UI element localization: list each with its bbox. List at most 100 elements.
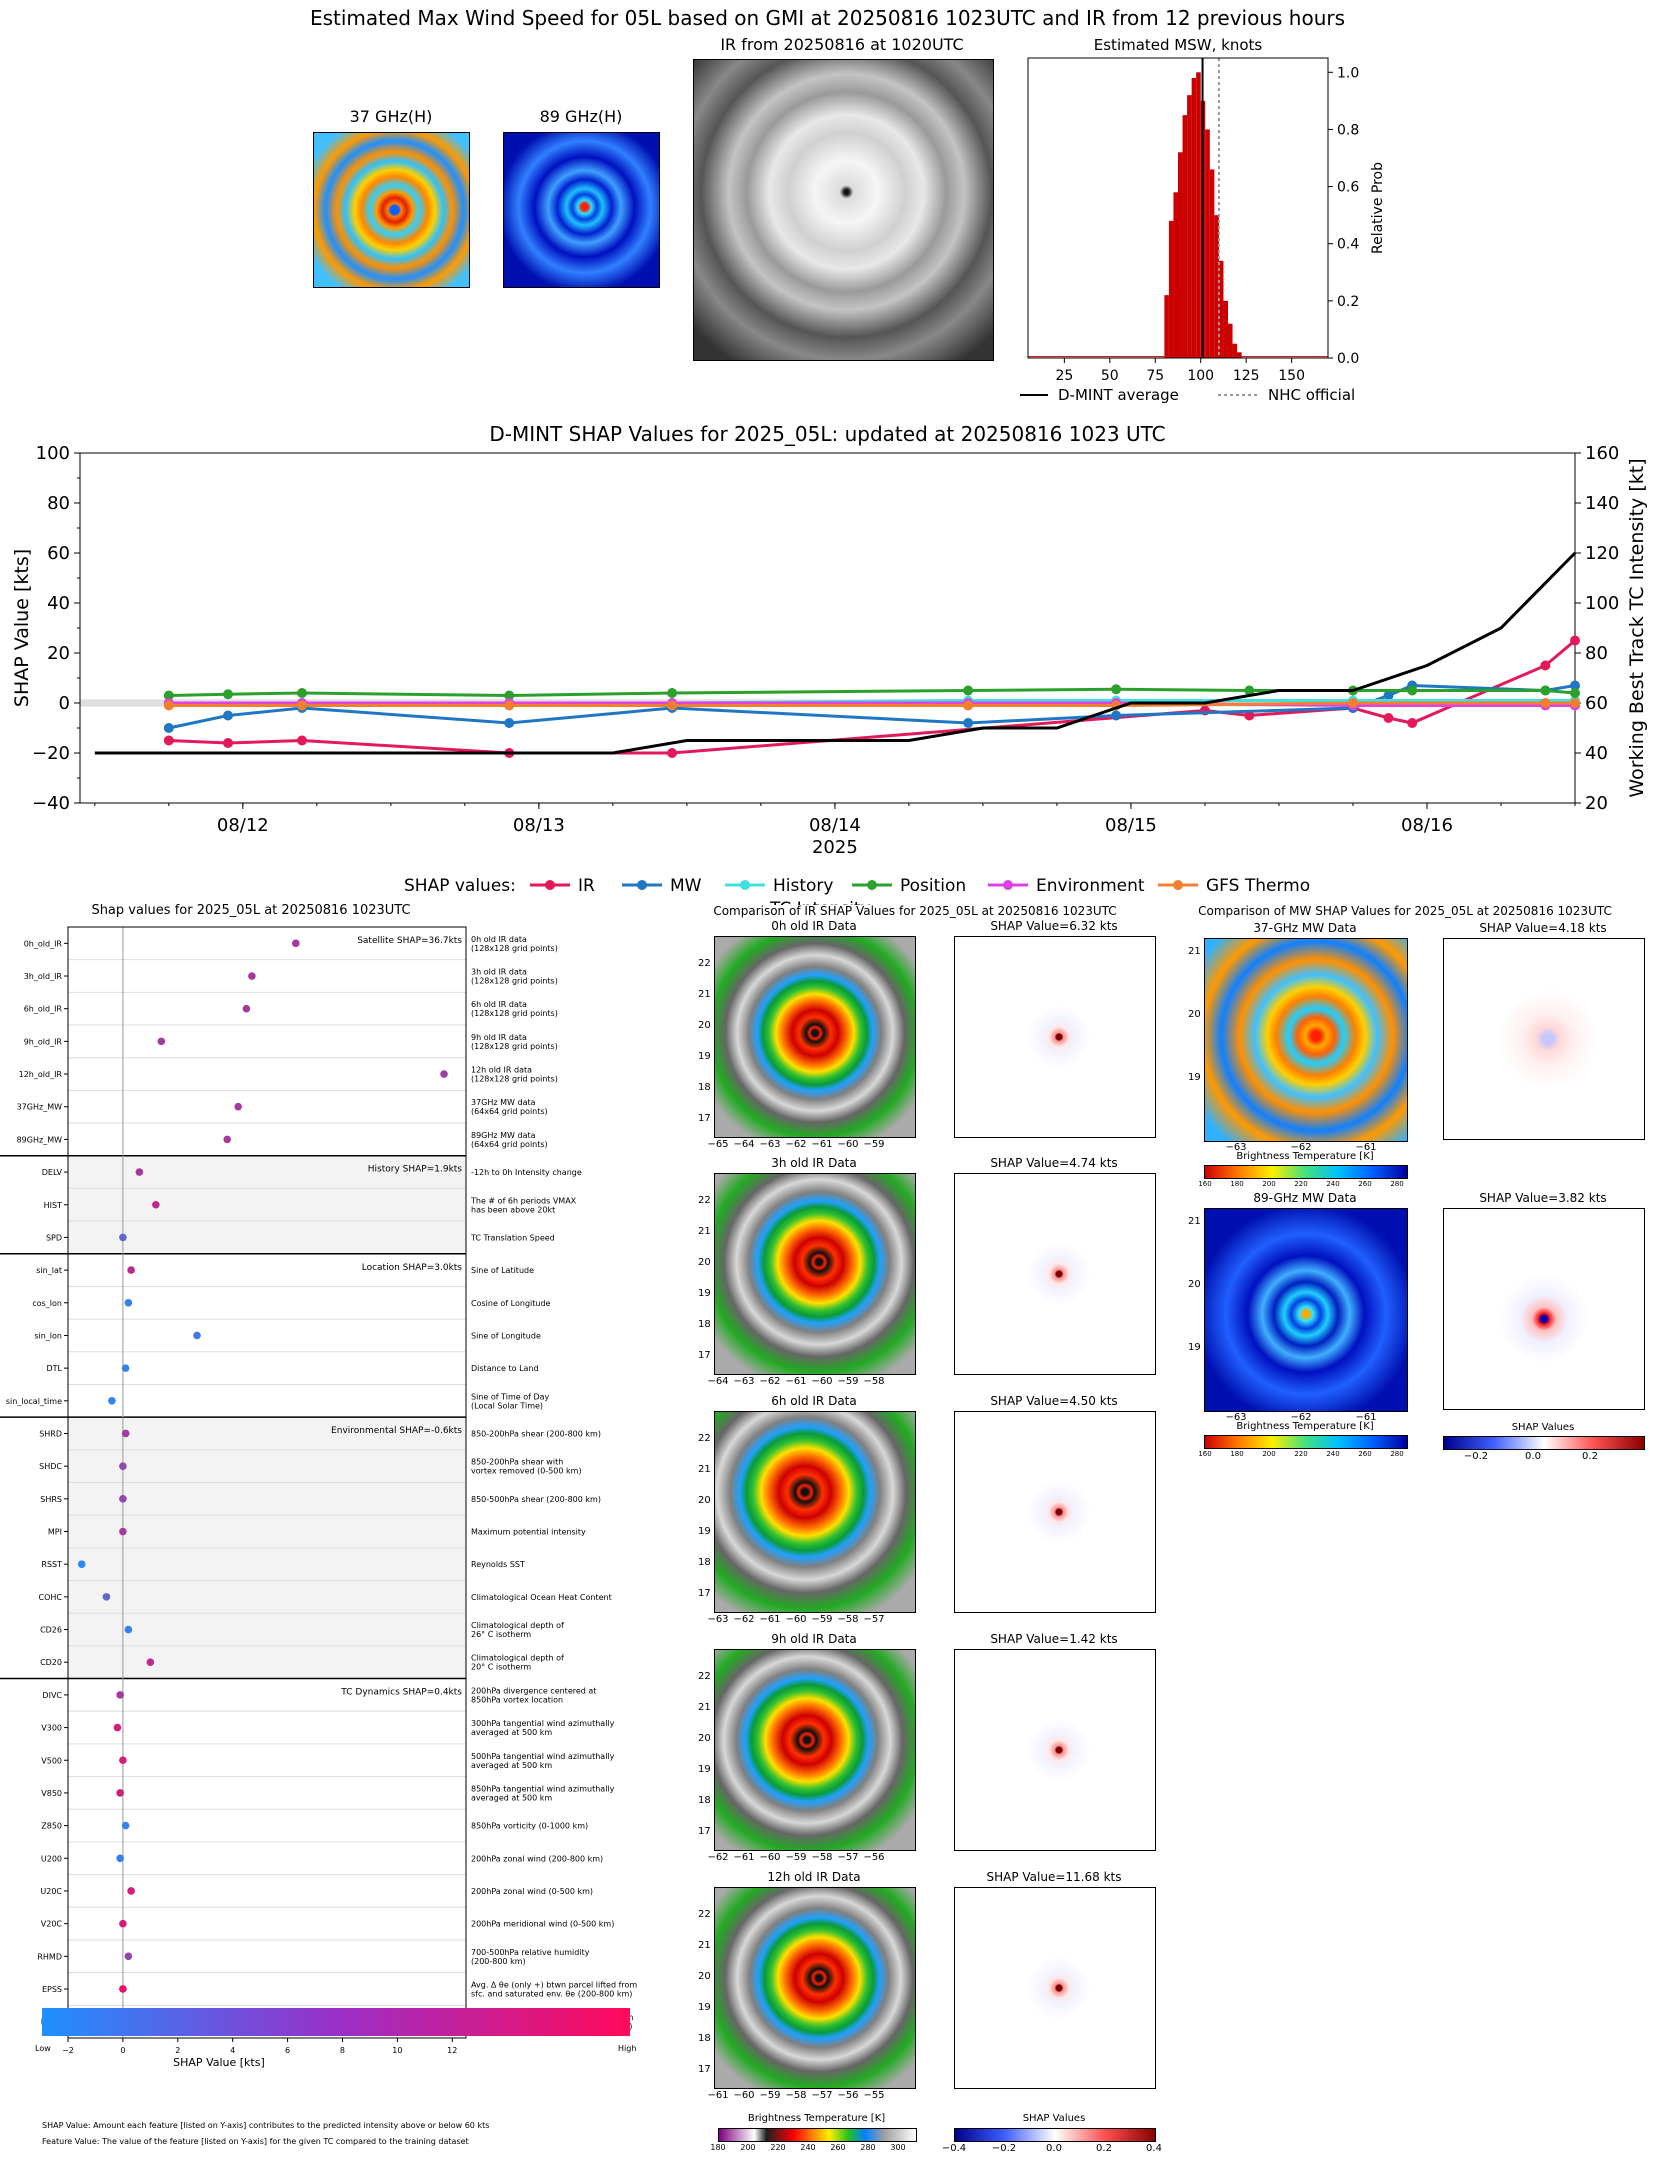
feature-name: RSST [41, 1560, 62, 1569]
feature-name: 3h_old_IR [24, 972, 63, 981]
feature-description: 300hPa tangential wind azimuthally [471, 1719, 615, 1728]
ir-ytick-label: 21 [698, 1464, 711, 1475]
feature-xtick-label: −2 [62, 2046, 74, 2055]
ir-shap-colorbar-label: SHAP Values [1022, 2113, 1086, 2124]
feature-name: DTL [46, 1364, 62, 1373]
mw-panel-label: 37-GHz MW Data [1253, 921, 1357, 935]
ir-ytick-label: 18 [698, 2033, 711, 2044]
ir-panel-image [714, 1649, 916, 1851]
ir-xtick-label: −61 [759, 1614, 781, 1625]
ir-ytick-label: 19 [698, 1526, 711, 1537]
ir-ytick-label: 17 [698, 1588, 711, 1599]
ir-ytick-label: 21 [698, 989, 711, 1000]
mw-panel-image [1204, 1208, 1408, 1412]
feature-shap-point [121, 1821, 130, 1830]
histogram-title: Estimated MSW, knots [1093, 36, 1263, 54]
mw-ytick-label: 19 [1188, 1342, 1201, 1353]
mw-shap-value: SHAP Value=3.82 kts [1479, 1191, 1607, 1205]
ir-xtick-label: −62 [707, 1852, 729, 1863]
features-frame [67, 926, 467, 2039]
ir-panel-label: 3h old IR Data [771, 1156, 857, 1170]
label-89ghz: 89 GHz(H) [539, 107, 623, 126]
group-shading [68, 1155, 466, 1254]
xtick-label: 08/13 [513, 815, 565, 836]
group-label: Environmental SHAP=-0.6kts [331, 1426, 462, 1436]
histogram-ytick-label: 1.0 [1337, 65, 1359, 81]
feature-description: 200hPa divergence centered at [471, 1686, 596, 1695]
ir-ytick-label: 17 [698, 2064, 711, 2075]
feature-description: Sine of Latitude [471, 1266, 534, 1275]
feature-shap-point [116, 1691, 124, 1699]
ir-xtick-label: −60 [785, 1614, 807, 1625]
feature-description: averaged at 500 km [471, 1728, 552, 1737]
ir-ytick-label: 20 [698, 1257, 711, 1268]
legend-label: Position [900, 876, 966, 896]
feature-description: sfc. and saturated env. θe (200-800 km) [471, 1989, 632, 1998]
ir-xtick-label: −59 [759, 2090, 781, 2101]
feature-description: Sine of Longitude [471, 1331, 541, 1340]
mw-bt-tick-label: 240 [1326, 1180, 1340, 1188]
feature-name: 6h_old_IR [24, 1005, 63, 1014]
mw-xtick-label: −62 [1290, 1412, 1312, 1423]
xtick-label: 08/16 [1401, 815, 1453, 836]
mw-xtick-label: −63 [1225, 1142, 1247, 1153]
mw-xtick-label: −62 [1290, 1142, 1312, 1153]
feature-description: Climatological depth of [471, 1654, 564, 1663]
ir-xtick-label: −55 [863, 2090, 885, 2101]
feature-description: 89GHz MW data [471, 1131, 536, 1140]
series-point [1570, 698, 1580, 708]
feature-description: 200hPa zonal wind (0-500 km) [471, 1887, 593, 1896]
left-ytick-label: −20 [32, 743, 70, 764]
mw-shap-colorbar [1443, 1436, 1645, 1450]
mw-shap-colorbar-label: SHAP Values [1511, 1422, 1575, 1433]
mw-panel-label: 89-GHz MW Data [1253, 1191, 1357, 1205]
feature-name: CD26 [40, 1626, 62, 1635]
feature-name: MPI [48, 1528, 62, 1537]
feature-shap-point [248, 972, 256, 980]
series-point [1407, 718, 1418, 728]
ir-xtick-label: −61 [785, 1376, 807, 1387]
feature-shap-point [124, 1298, 133, 1307]
ir-shap-value: SHAP Value=11.68 kts [986, 1870, 1122, 1884]
ir-ytick-label: 18 [698, 1319, 711, 1330]
series-point [163, 690, 174, 701]
right-ytick-label: 160 [1585, 445, 1619, 464]
group-label: History SHAP=1.9kts [368, 1165, 463, 1175]
ir-xtick-label: −59 [785, 1852, 807, 1863]
feature-shap-point [119, 1919, 127, 1928]
ir-panel-label: 6h old IR Data [771, 1394, 857, 1408]
series-point [1570, 680, 1580, 691]
series-point [1244, 710, 1255, 721]
ir-ytick-label: 19 [698, 1288, 711, 1299]
feature-shap-point [127, 1887, 135, 1895]
ir-xtick-label: −62 [759, 1376, 781, 1387]
series-point [1570, 635, 1580, 646]
feature-colorbar [42, 2008, 630, 2036]
mw-bt-colorbar [1204, 1435, 1408, 1449]
mw-bt-tick-label: 200 [1262, 1180, 1276, 1188]
legend-tc-label: TC Intensity [769, 899, 871, 905]
legend-label: History [773, 876, 833, 896]
series-point [223, 689, 234, 700]
feature-name: SHRS [40, 1495, 62, 1504]
feature-description: Cosine of Longitude [471, 1299, 551, 1308]
mw-bt-tick-label: 260 [1358, 1180, 1372, 1188]
series-point [163, 700, 174, 711]
mw-bt-colorbar-label: Brightness Temperature [K] [1236, 1151, 1374, 1162]
histogram-bar [1205, 129, 1210, 358]
feature-name: cos_lon [32, 1299, 62, 1308]
feature-shap-point [119, 1527, 127, 1536]
ir-ytick-label: 20 [698, 1495, 711, 1506]
feature-name: 9h_old_IR [24, 1037, 63, 1046]
ir-ytick-label: 22 [698, 1195, 711, 1206]
ir-ytick-label: 22 [698, 958, 711, 969]
mw-ytick-label: 20 [1188, 1279, 1201, 1290]
ir-bt-colorbar-label: Brightness Temperature [K] [747, 2113, 886, 2124]
feature-description: (128x128 grid points) [471, 977, 558, 986]
group-label: Satellite SHAP=36.7kts [357, 936, 462, 946]
ir-panel-label: 9h old IR Data [771, 1632, 857, 1646]
ir-bt-tick-label: 220 [770, 2143, 786, 2152]
series-point [1570, 688, 1580, 698]
left-ytick-label: 80 [47, 493, 70, 514]
histogram-bar [1196, 72, 1201, 359]
